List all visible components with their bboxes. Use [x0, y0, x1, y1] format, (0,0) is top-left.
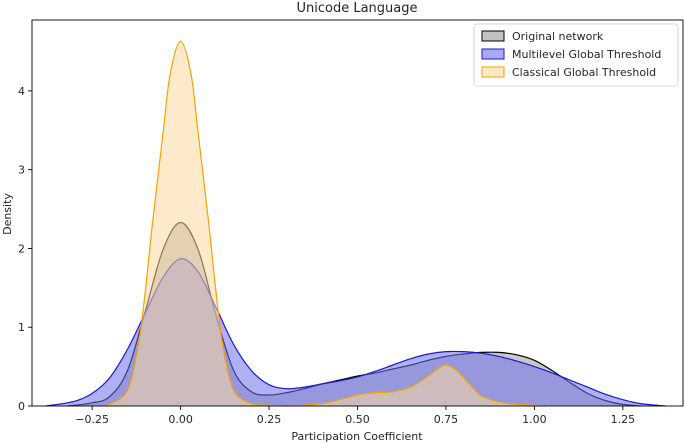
x-tick-label: 1.00: [522, 413, 547, 426]
legend-label: Multilevel Global Threshold: [512, 48, 661, 61]
legend: Original network Multilevel Global Thresh…: [473, 23, 679, 87]
x-tick-label: 0.00: [168, 413, 193, 426]
plot-area: [46, 40, 666, 407]
y-tick-label: 1: [18, 321, 25, 334]
x-tick-label: 0.75: [434, 413, 459, 426]
x-tick-label: 1.25: [611, 413, 636, 426]
x-tick-label: 0.25: [257, 413, 282, 426]
legend-item-classical-global-threshold: Classical Global Threshold: [481, 66, 656, 79]
legend-swatch: [481, 48, 505, 60]
legend-box: [473, 23, 679, 87]
legend-label: Classical Global Threshold: [512, 66, 656, 79]
legend-swatch: [481, 30, 505, 42]
axes: −0.25 0.00 0.25 0.50 0.75 1.00 1.25 0 1 2 3 4: [18, 19, 684, 426]
x-tick-label: 0.50: [345, 413, 370, 426]
legend-item-multilevel-global-threshold: Multilevel Global Threshold: [481, 48, 661, 61]
series-classical-global-threshold: [99, 40, 546, 407]
y-tick-label: 2: [18, 242, 25, 255]
legend-swatch: [481, 66, 505, 78]
legend-item-original-network: Original network: [481, 30, 604, 43]
y-tick-label: 4: [18, 85, 25, 98]
chart-title: Unicode Language: [296, 1, 417, 16]
y-axis-title: Density: [1, 193, 14, 235]
x-axis-title: Participation Coefficient: [291, 430, 423, 443]
legend-label: Original network: [512, 30, 604, 43]
y-tick-label: 0: [18, 400, 25, 413]
x-tick-label: −0.25: [75, 413, 109, 426]
y-tick-label: 3: [18, 164, 25, 177]
series-area: [99, 41, 545, 407]
